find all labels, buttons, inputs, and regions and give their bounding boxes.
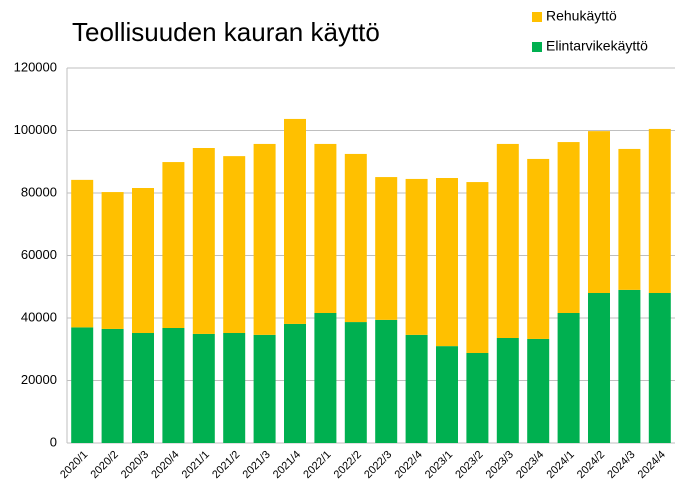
x-tick-label: 2020/4	[149, 449, 181, 481]
bar-segment	[496, 338, 519, 443]
x-tick-label: 2021/1	[180, 449, 212, 481]
bar-segment	[588, 131, 610, 293]
bar-segment	[284, 118, 306, 324]
y-tick-label: 40000	[21, 309, 57, 324]
y-tick-label: 20000	[21, 372, 57, 387]
bar-segment	[588, 293, 610, 443]
x-tick-label: 2020/3	[119, 449, 151, 481]
x-tick-label: 2020/2	[88, 449, 120, 481]
y-tick-label: 0	[50, 434, 57, 449]
y-tick-label: 100000	[14, 122, 57, 137]
bar-segment	[162, 328, 185, 443]
bar-segment	[314, 143, 337, 313]
bar-segment	[557, 142, 580, 313]
legend-swatch	[532, 42, 542, 52]
bar-segment	[496, 143, 519, 338]
legend-swatch	[532, 12, 542, 22]
bar-segment	[436, 178, 458, 347]
legend-label: Rehukäyttö	[546, 8, 617, 24]
bar-segment	[527, 158, 550, 339]
x-tick-label: 2020/1	[58, 449, 90, 481]
chart-title: Teollisuuden kauran käyttö	[72, 17, 380, 47]
x-tick-label: 2024/2	[575, 449, 607, 481]
bar-segment	[618, 148, 641, 290]
x-tick-label: 2023/4	[514, 449, 546, 481]
bar-segment	[466, 353, 489, 443]
y-tick-label: 60000	[21, 247, 57, 262]
bar-segment	[223, 156, 246, 333]
x-tick-label: 2022/2	[332, 449, 364, 481]
bar-segment	[253, 334, 276, 443]
bar-segment	[223, 333, 246, 443]
legend-label: Elintarvikekäyttö	[546, 38, 648, 54]
x-tick-label: 2022/4	[392, 449, 424, 481]
bar-segment	[648, 293, 671, 443]
bar-segment	[375, 177, 398, 320]
bar-segment	[192, 333, 215, 443]
bar-segment	[314, 313, 337, 443]
bar-segment	[101, 192, 124, 329]
bar-segment	[466, 182, 489, 353]
bar-segment	[618, 289, 641, 443]
bar-segment	[101, 328, 124, 443]
bar-segment	[162, 162, 185, 328]
x-tick-label: 2024/3	[605, 449, 637, 481]
bar-segment	[344, 153, 367, 323]
bar-segment	[132, 333, 154, 443]
bar-segment	[405, 334, 428, 443]
bar-segment	[71, 179, 94, 328]
x-tick-label: 2023/2	[453, 449, 485, 481]
bar-segment	[436, 346, 458, 443]
bar-segment	[557, 313, 580, 443]
bar-segment	[253, 143, 276, 335]
x-tick-label: 2021/4	[271, 449, 303, 481]
x-tick-label: 2023/3	[484, 449, 516, 481]
y-tick-label: 80000	[21, 184, 57, 199]
bar-segment	[344, 322, 367, 443]
bar-segment	[405, 178, 428, 335]
bar-segment	[284, 323, 306, 443]
bar-segment	[71, 327, 94, 443]
x-tick-label: 2024/4	[636, 449, 668, 481]
x-tick-label: 2021/2	[210, 449, 242, 481]
bar-segment	[527, 338, 550, 443]
x-tick-label: 2024/1	[544, 449, 576, 481]
bar-segment	[375, 319, 398, 443]
x-tick-label: 2022/3	[362, 449, 394, 481]
bar-segment	[132, 188, 154, 333]
y-tick-label: 120000	[14, 59, 57, 74]
x-tick-label: 2022/1	[301, 449, 333, 481]
bar-segment	[192, 148, 215, 334]
x-tick-label: 2023/1	[423, 449, 455, 481]
x-tick-label: 2021/3	[240, 449, 272, 481]
bar-segment	[648, 128, 671, 293]
